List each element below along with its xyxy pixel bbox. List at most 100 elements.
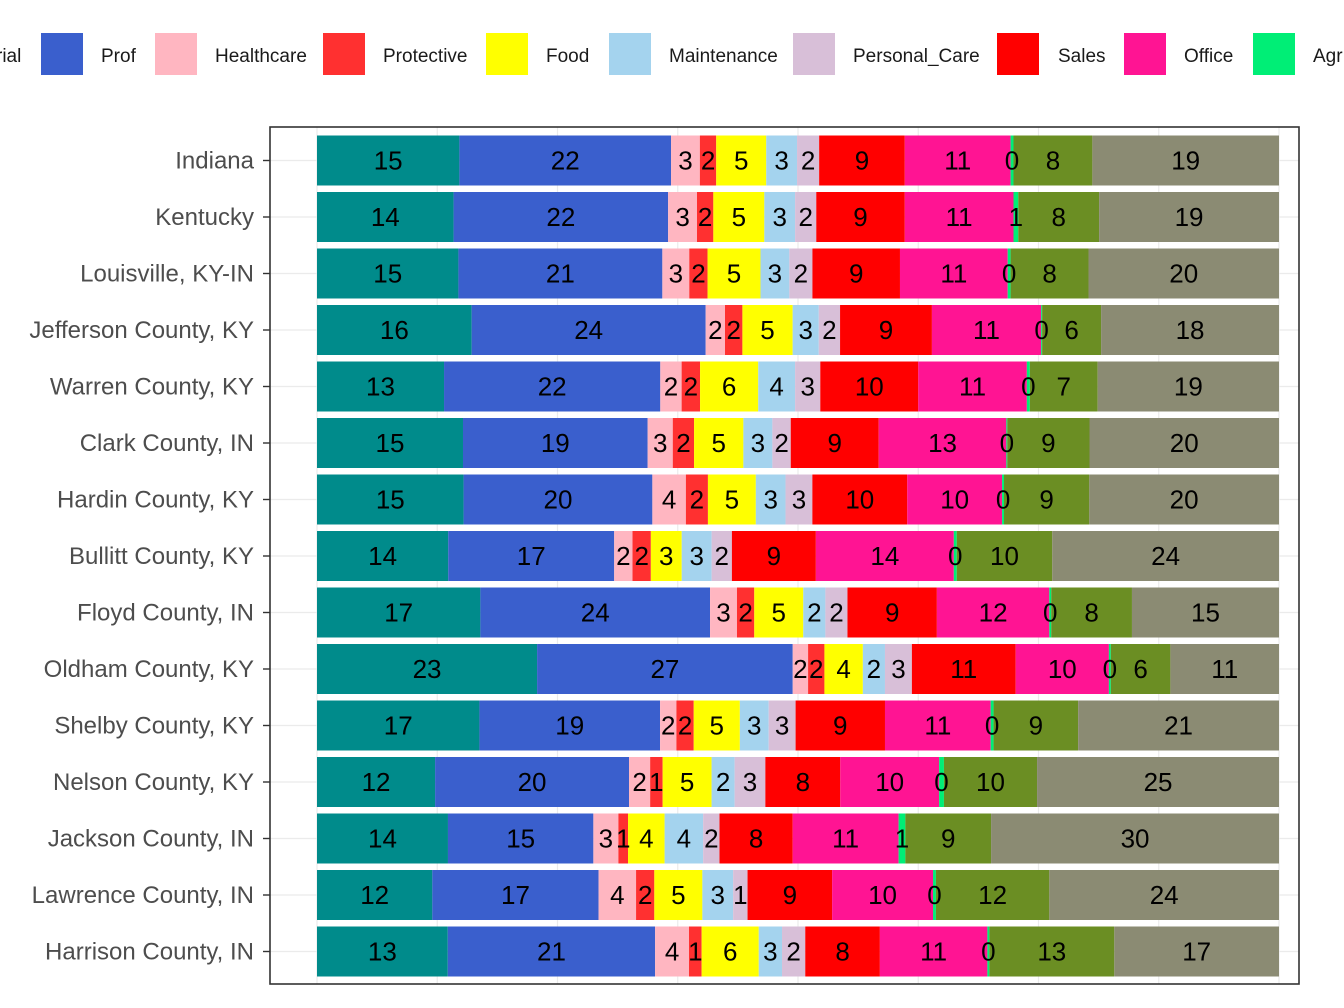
bar-stack: 14 15 3 1 4 4 2 8 11 1 9 30 <box>317 813 1279 864</box>
data-label: 5 <box>727 259 741 289</box>
data-label: 11 <box>973 315 1000 345</box>
bar-segment <box>760 248 790 299</box>
bar-segment <box>707 474 756 525</box>
bar-segment <box>447 813 594 864</box>
bar-segment <box>1170 644 1279 694</box>
y-tick-label: Kentucky <box>155 204 254 231</box>
data-label: 27 <box>650 654 679 684</box>
bar-segment <box>701 926 759 977</box>
legend-label: Maintenance <box>669 46 778 67</box>
legend-item: rial <box>0 46 21 67</box>
bar-segment <box>815 531 954 581</box>
data-label: 0 <box>927 880 941 910</box>
data-label: 2 <box>690 485 704 515</box>
legend-item: Healthcare <box>155 33 307 75</box>
bar-segment <box>1004 474 1090 525</box>
bar-segment <box>317 700 480 751</box>
bar-stack: 17 19 2 2 5 3 3 9 11 0 9 21 <box>317 700 1279 751</box>
data-label: 2 <box>638 880 652 910</box>
data-label: 9 <box>849 259 863 289</box>
data-label: 8 <box>1084 598 1098 628</box>
legend-item: Food <box>486 33 589 75</box>
bar-segment <box>1131 587 1279 638</box>
data-label: 3 <box>689 541 703 571</box>
bar-segment <box>1007 418 1090 468</box>
bar-segment <box>662 248 690 299</box>
data-label: 5 <box>711 428 725 458</box>
data-label: 20 <box>544 485 573 515</box>
bar-segment <box>716 135 767 186</box>
bar-segment <box>1078 700 1279 751</box>
legend-item: Sales <box>997 33 1106 75</box>
data-label: 3 <box>653 428 667 458</box>
data-label: 8 <box>749 824 763 854</box>
legend-item: Office <box>1124 33 1233 75</box>
data-label: 7 <box>1056 372 1070 402</box>
data-label: 15 <box>376 428 405 458</box>
data-label: 6 <box>722 372 736 402</box>
bar-segment <box>939 757 944 807</box>
bar-segment <box>743 418 773 468</box>
data-label: 2 <box>801 146 815 176</box>
y-tick-label: Lawrence County, IN <box>32 882 254 909</box>
data-label: 22 <box>538 372 567 402</box>
bar-segment <box>989 926 1115 977</box>
bar-segment <box>317 813 448 864</box>
bar-stack: 15 20 4 2 5 3 3 10 10 0 9 20 <box>317 474 1279 525</box>
data-label: 21 <box>546 259 575 289</box>
data-label: 5 <box>725 485 739 515</box>
data-label: 9 <box>828 428 842 458</box>
data-label: 2 <box>738 598 752 628</box>
bar-segment <box>317 305 472 355</box>
bar-segment <box>862 644 885 694</box>
legend-label: Protective <box>383 46 467 67</box>
bar-segment <box>711 757 735 807</box>
data-label: 14 <box>870 541 899 571</box>
bar-segment <box>696 192 714 242</box>
bar-segment <box>905 813 992 864</box>
data-label: 6 <box>1133 654 1147 684</box>
y-tick-label: Warren County, KY <box>50 374 254 401</box>
bar-segment <box>652 474 686 525</box>
bar-segment <box>636 870 655 920</box>
bar-segment <box>765 757 841 807</box>
bar-segment <box>907 474 1003 525</box>
bar-segment <box>685 474 708 525</box>
data-label: 23 <box>413 654 442 684</box>
bar-segment <box>739 700 769 751</box>
bar-segment <box>1089 418 1279 468</box>
bar-segment <box>1037 757 1279 807</box>
bar-segment <box>660 700 677 751</box>
legend-item: Maintenance <box>609 33 778 75</box>
data-label: 3 <box>792 485 806 515</box>
bar-segment <box>878 418 1007 468</box>
data-label: 9 <box>1041 428 1055 458</box>
data-label: 2 <box>704 824 718 854</box>
bar-segment <box>824 644 863 694</box>
data-label: 12 <box>360 880 389 910</box>
data-label: 5 <box>772 598 786 628</box>
data-label: 5 <box>732 202 746 232</box>
data-label: 0 <box>996 485 1010 515</box>
data-label: 8 <box>1046 146 1060 176</box>
data-label: 3 <box>747 711 761 741</box>
data-label: 19 <box>1175 202 1204 232</box>
bar-segment <box>879 926 988 977</box>
data-label: 3 <box>775 711 789 741</box>
data-label: 3 <box>711 880 725 910</box>
bar-segment <box>1052 531 1279 581</box>
bar-segment <box>689 926 702 977</box>
data-label: 11 <box>920 937 947 967</box>
data-label: 14 <box>368 824 397 854</box>
data-label: 20 <box>1170 428 1199 458</box>
data-label: 3 <box>669 259 683 289</box>
data-label: 24 <box>574 315 603 345</box>
data-label: 5 <box>680 767 694 797</box>
data-label: 24 <box>1151 541 1180 571</box>
bar-segment <box>812 248 900 299</box>
bar-segment <box>782 926 806 977</box>
bar-segment <box>317 587 481 638</box>
bar-segment <box>681 361 701 412</box>
bar-segment <box>317 361 445 412</box>
